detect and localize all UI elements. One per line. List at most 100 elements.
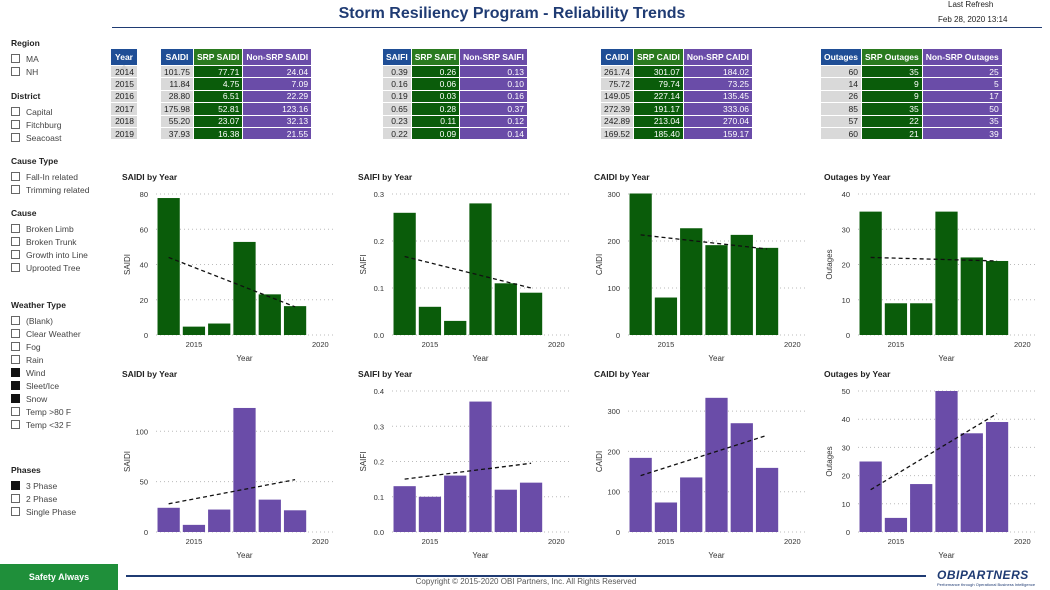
bar[interactable]: [208, 509, 231, 532]
saidi-column-header[interactable]: SAIDI: [160, 48, 194, 66]
bar[interactable]: [283, 306, 307, 335]
bar[interactable]: [755, 247, 779, 335]
filter-item-capital[interactable]: Capital: [11, 105, 61, 118]
bar[interactable]: [258, 499, 281, 532]
filter-item-fitchburg[interactable]: Fitchburg: [11, 118, 61, 131]
safety-always-button[interactable]: Safety Always: [0, 564, 118, 590]
checkbox-checked-icon[interactable]: [11, 368, 20, 377]
saifi-column-header[interactable]: SRP SAIFI: [410, 48, 461, 66]
filter-item-blank[interactable]: (Blank): [11, 314, 81, 327]
bar[interactable]: [157, 507, 180, 532]
filter-item-broken-limb[interactable]: Broken Limb: [11, 222, 88, 235]
checkbox-icon[interactable]: [11, 420, 20, 429]
bar[interactable]: [680, 228, 703, 335]
checkbox-icon[interactable]: [11, 120, 20, 129]
checkbox-icon[interactable]: [11, 54, 20, 63]
caidi-column-header[interactable]: Non-SRP CAIDI: [682, 48, 754, 66]
checkbox-icon[interactable]: [11, 224, 20, 233]
caidi-column-header[interactable]: CAIDI: [600, 48, 634, 66]
bar[interactable]: [629, 193, 652, 335]
bar[interactable]: [519, 482, 543, 532]
filter-item-fog[interactable]: Fog: [11, 340, 81, 353]
bar[interactable]: [910, 303, 933, 335]
filter-item-temp-above-80[interactable]: Temp >80 F: [11, 405, 81, 418]
bar[interactable]: [233, 241, 256, 335]
filter-item-growth-into-line[interactable]: Growth into Line: [11, 248, 88, 261]
caidi-column-header[interactable]: SRP CAIDI: [633, 48, 684, 66]
filter-item-seacoast[interactable]: Seacoast: [11, 131, 61, 144]
filter-item-broken-trunk[interactable]: Broken Trunk: [11, 235, 88, 248]
filter-item-fall-in[interactable]: Fall-In related: [11, 170, 89, 183]
checkbox-icon[interactable]: [11, 342, 20, 351]
bar[interactable]: [629, 457, 652, 532]
bar[interactable]: [654, 297, 678, 335]
checkbox-icon[interactable]: [11, 67, 20, 76]
filter-item-wind[interactable]: Wind: [11, 366, 81, 379]
checkbox-icon[interactable]: [11, 133, 20, 142]
checkbox-icon[interactable]: [11, 507, 20, 516]
filter-item-nh[interactable]: NH: [11, 65, 40, 78]
outages-column-header[interactable]: Non-SRP Outages: [921, 48, 1003, 66]
bar[interactable]: [418, 306, 442, 335]
bar[interactable]: [730, 234, 753, 335]
bar[interactable]: [985, 422, 1009, 532]
bar[interactable]: [884, 517, 908, 532]
bar[interactable]: [283, 510, 307, 532]
year-column-header[interactable]: Year: [110, 48, 138, 69]
bar[interactable]: [859, 211, 882, 335]
bar[interactable]: [258, 294, 281, 335]
bar[interactable]: [730, 423, 753, 532]
outages-column-header[interactable]: Outages: [819, 48, 863, 66]
bar[interactable]: [960, 433, 983, 532]
checkbox-checked-icon[interactable]: [11, 394, 20, 403]
checkbox-icon[interactable]: [11, 185, 20, 194]
bar[interactable]: [654, 502, 678, 532]
bar[interactable]: [182, 524, 206, 532]
bar[interactable]: [418, 496, 442, 532]
bar[interactable]: [935, 391, 958, 532]
bar[interactable]: [519, 292, 543, 335]
saidi-column-header[interactable]: SRP SAIDI: [192, 48, 244, 66]
bar[interactable]: [494, 489, 517, 532]
sort-ascending-icon[interactable]: [120, 65, 128, 69]
checkbox-icon[interactable]: [11, 250, 20, 259]
saidi-column-header[interactable]: Non-SRP SAIDI: [242, 48, 313, 66]
filter-item-uprooted-tree[interactable]: Uprooted Tree: [11, 261, 88, 274]
checkbox-checked-icon[interactable]: [11, 481, 20, 490]
bar[interactable]: [157, 198, 180, 335]
filter-item-sleet-ice[interactable]: Sleet/Ice: [11, 379, 81, 392]
filter-item-3-phase[interactable]: 3 Phase: [11, 479, 76, 492]
bar[interactable]: [705, 245, 728, 335]
filter-item-trimming[interactable]: Trimming related: [11, 183, 89, 196]
filter-item-2-phase[interactable]: 2 Phase: [11, 492, 76, 505]
bar[interactable]: [494, 283, 517, 335]
checkbox-icon[interactable]: [11, 407, 20, 416]
filter-item-single-phase[interactable]: Single Phase: [11, 505, 76, 518]
checkbox-icon[interactable]: [11, 316, 20, 325]
bar[interactable]: [233, 407, 256, 532]
bar[interactable]: [182, 326, 206, 335]
bar[interactable]: [444, 320, 467, 335]
filter-item-rain[interactable]: Rain: [11, 353, 81, 366]
checkbox-checked-icon[interactable]: [11, 381, 20, 390]
bar[interactable]: [469, 203, 492, 335]
checkbox-icon[interactable]: [11, 172, 20, 181]
filter-item-clear-weather[interactable]: Clear Weather: [11, 327, 81, 340]
bar[interactable]: [755, 467, 779, 532]
filter-item-temp-below-32[interactable]: Temp <32 F: [11, 418, 81, 431]
bar[interactable]: [444, 475, 467, 532]
filter-item-snow[interactable]: Snow: [11, 392, 81, 405]
saifi-column-header[interactable]: Non-SRP SAIFI: [459, 48, 528, 66]
bar[interactable]: [884, 303, 908, 335]
bar[interactable]: [705, 397, 728, 532]
outages-column-header[interactable]: SRP Outages: [861, 48, 923, 66]
checkbox-icon[interactable]: [11, 107, 20, 116]
filter-item-ma[interactable]: MA: [11, 52, 40, 65]
bar[interactable]: [935, 211, 958, 335]
bar[interactable]: [393, 212, 416, 335]
bar[interactable]: [469, 401, 492, 532]
checkbox-icon[interactable]: [11, 263, 20, 272]
bar[interactable]: [859, 461, 882, 533]
checkbox-icon[interactable]: [11, 329, 20, 338]
bar[interactable]: [985, 260, 1009, 335]
